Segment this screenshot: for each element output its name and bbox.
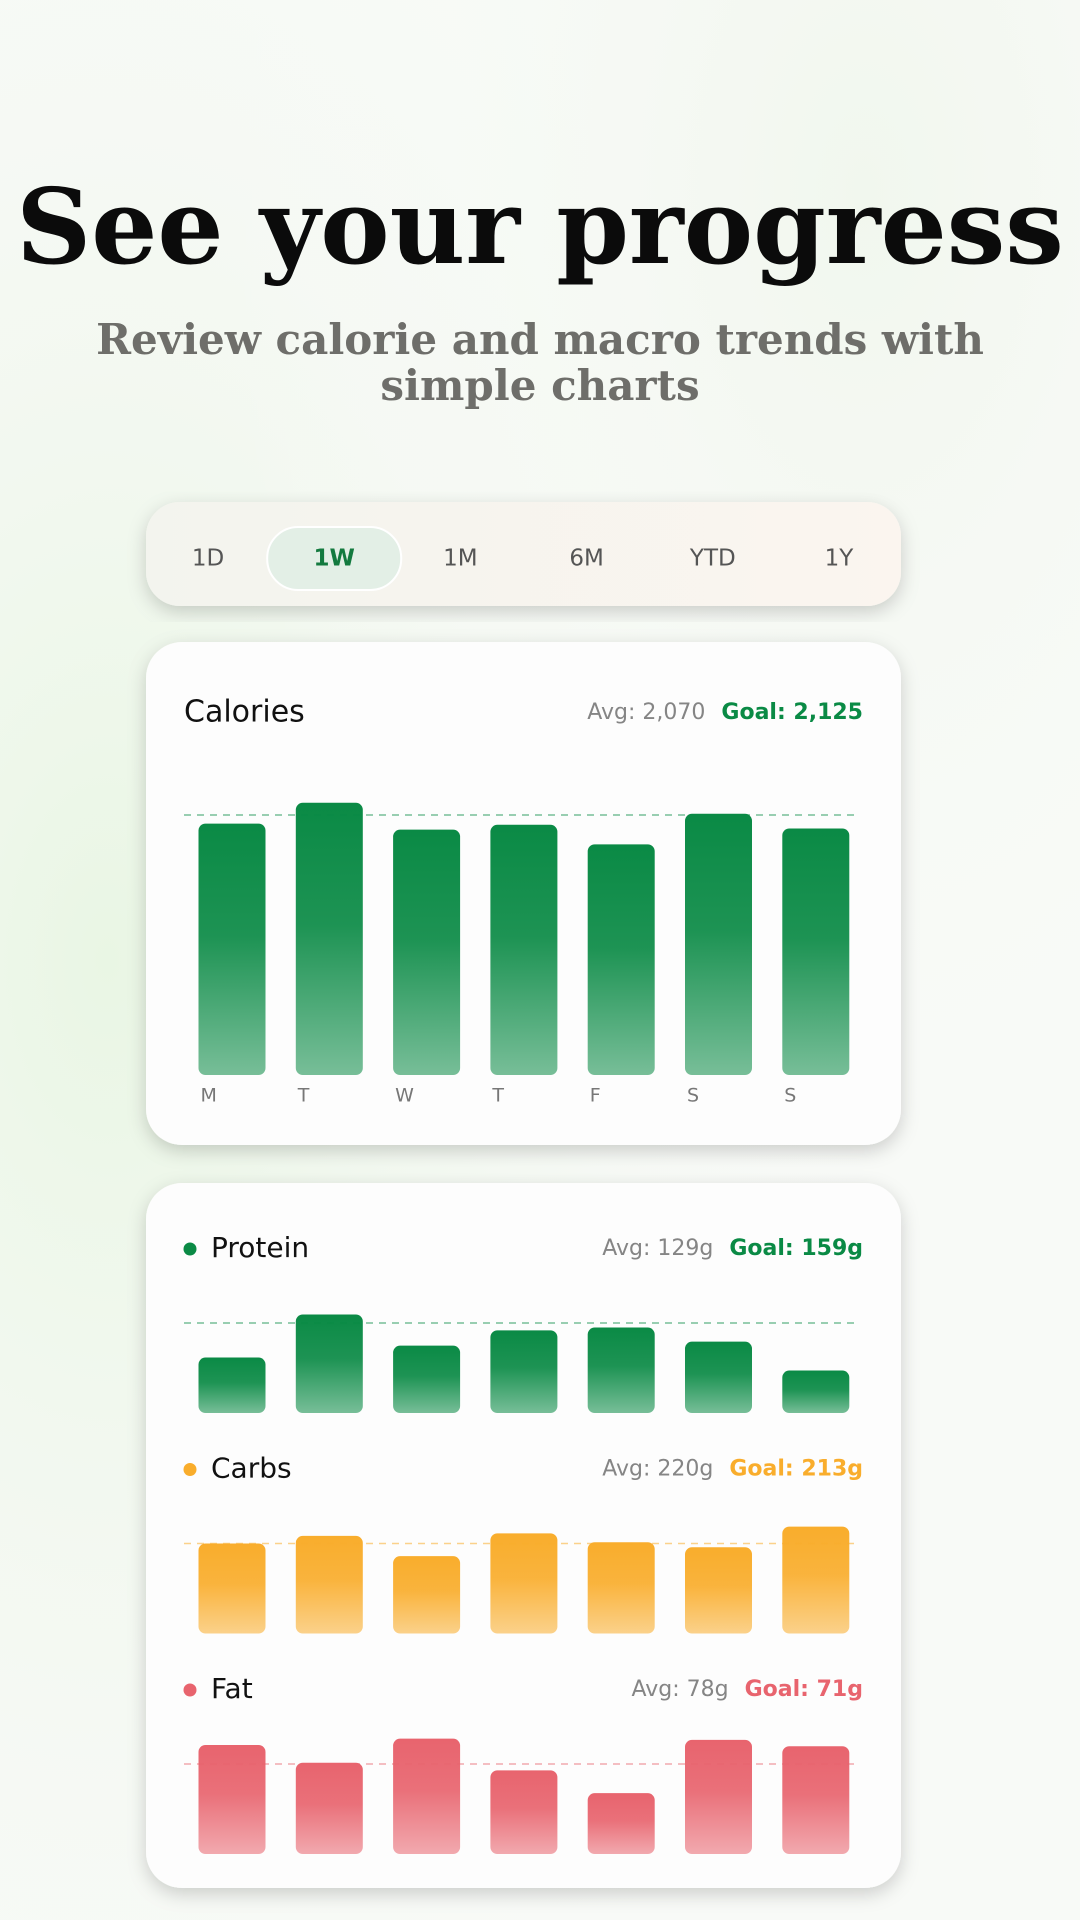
chart-title: Protein — [211, 1231, 309, 1264]
chart-title: Calories — [184, 695, 305, 730]
bar — [295, 1314, 363, 1413]
bar — [295, 1535, 363, 1634]
bar — [782, 1370, 850, 1413]
legend-dot — [183, 1683, 197, 1697]
bar — [490, 1770, 558, 1854]
bar — [587, 1327, 655, 1413]
legend-dot — [183, 1242, 197, 1256]
bar — [393, 1345, 461, 1413]
avg-label: Avg: 129g — [602, 1236, 713, 1261]
bar — [782, 828, 850, 1075]
bar — [685, 1341, 752, 1413]
avg-label: Avg: 220g — [602, 1457, 713, 1482]
avg-label: Avg: 78g — [632, 1677, 729, 1702]
x-tick-label: S — [687, 1085, 699, 1107]
bar — [393, 829, 461, 1075]
goal-label: Goal: 2,125 — [721, 700, 863, 725]
tab-highlight[interactable] — [266, 526, 403, 591]
avg-label: Avg: 2,070 — [587, 700, 705, 725]
goal-label: Goal: 71g — [745, 1677, 863, 1702]
subtitle: simple charts — [380, 361, 699, 410]
bar — [587, 844, 655, 1075]
bar — [295, 1762, 363, 1854]
bar — [685, 813, 752, 1075]
bar — [685, 1547, 752, 1634]
subtitle: Review calorie and macro trends with — [96, 315, 984, 364]
chart-title: Fat — [211, 1672, 253, 1705]
charts: Calories Goal: 2,125 Avg: 2,070 M T W T F S S Prot… — [183, 695, 863, 1854]
tab-label[interactable]: 1D — [192, 546, 224, 572]
x-tick-label: W — [395, 1085, 414, 1107]
bar — [198, 823, 266, 1075]
bar — [198, 1744, 266, 1854]
tab-label[interactable]: 6M — [569, 546, 603, 572]
tab-group: 1D 1W 1M 6M YTD 1Y — [192, 526, 855, 591]
x-tick-label: T — [297, 1085, 310, 1107]
bar — [490, 1330, 558, 1413]
range-tabs — [146, 502, 901, 606]
bar — [685, 1739, 752, 1854]
bar — [490, 824, 558, 1075]
bar — [782, 1526, 850, 1634]
bar — [490, 1533, 558, 1634]
bar — [393, 1556, 461, 1634]
bar — [198, 1357, 266, 1413]
goal-label: Goal: 213g — [729, 1457, 863, 1482]
bar — [587, 1542, 655, 1634]
chart-title: Carbs — [211, 1452, 292, 1485]
bar — [782, 1746, 850, 1854]
bar — [198, 1543, 266, 1634]
x-tick-label: M — [201, 1085, 217, 1107]
tab-label[interactable]: 1Y — [825, 546, 855, 572]
bar — [587, 1793, 655, 1854]
x-tick-label: S — [784, 1085, 796, 1107]
tab-label[interactable]: 1W — [314, 546, 355, 572]
x-tick-label: T — [491, 1085, 504, 1107]
bar — [393, 1738, 461, 1854]
headline: See your progress — [16, 165, 1064, 288]
x-tick-label: F — [590, 1085, 601, 1107]
goal-label: Goal: 159g — [729, 1236, 863, 1261]
tab-label[interactable]: 1M — [443, 546, 477, 572]
bar — [295, 802, 363, 1075]
tab-label[interactable]: YTD — [689, 546, 736, 572]
legend-dot — [183, 1463, 197, 1476]
